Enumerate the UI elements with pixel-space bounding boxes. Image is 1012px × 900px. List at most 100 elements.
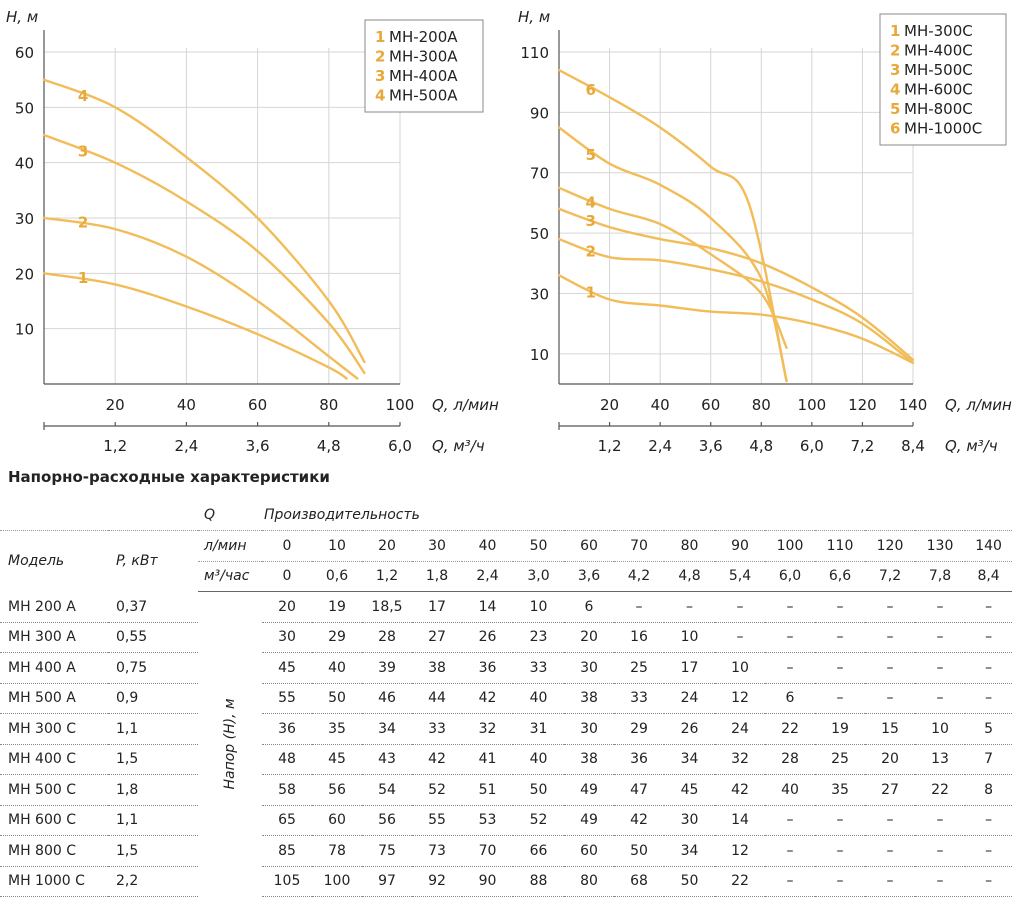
q-m3-cell: 5,4	[715, 561, 765, 592]
value-cell: 12	[715, 683, 765, 714]
value-cell: 34	[664, 744, 715, 775]
header-empty	[108, 500, 198, 531]
header-model: Модель	[8, 553, 65, 570]
value-cell: –	[715, 591, 765, 623]
model-cell: МН 800 С	[0, 835, 108, 867]
value-cell: 22	[915, 774, 965, 806]
value-cell: 90	[462, 866, 513, 897]
value-cell: 32	[715, 744, 765, 775]
value-cell: –	[865, 622, 915, 653]
legend-number: 3	[375, 67, 385, 85]
chart-right: 10 30 50 70 90 110 20 40 60 80 100 120 140 1,2 2,4 3,6 4…	[518, 8, 1012, 455]
x-tick-label: 20	[106, 396, 125, 414]
value-cell: 19	[815, 713, 865, 745]
value-cell: 50	[664, 866, 715, 897]
value-cell: 40	[765, 774, 815, 806]
legend-label: МН-1000С	[904, 120, 982, 138]
value-cell: 27	[865, 774, 915, 806]
value-cell: –	[765, 652, 815, 684]
q-m3-cell: 0,6	[312, 561, 362, 592]
value-cell: 42	[412, 744, 462, 775]
x-tick-label: 80	[319, 396, 338, 414]
value-cell: 75	[362, 835, 412, 867]
value-cell: 31	[513, 713, 564, 745]
value-cell: 27	[412, 622, 462, 653]
y-tick-label: 110	[520, 44, 549, 62]
y-tick-label: 70	[530, 165, 549, 183]
value-cell: 56	[362, 805, 412, 836]
series-label: 3	[585, 212, 595, 230]
y-tick-label: 30	[15, 210, 34, 228]
value-cell: 8	[965, 774, 1012, 806]
y-axis-label: H, м	[518, 8, 550, 26]
value-cell: 51	[462, 774, 513, 806]
q-m3-cell: 8,4	[965, 561, 1012, 592]
value-cell: 29	[312, 622, 362, 653]
model-cell: МН 400 С	[0, 744, 108, 775]
grid	[44, 48, 401, 384]
legend-number: 4	[375, 87, 385, 105]
value-cell: –	[915, 622, 965, 653]
y-tick-label: 10	[15, 321, 34, 339]
header-unit-m3: м³/час	[198, 561, 262, 592]
value-cell: –	[965, 805, 1012, 836]
q-lmin-cell: 10	[312, 530, 362, 562]
value-cell: 22	[765, 713, 815, 745]
q-m3-cell: 0	[262, 561, 312, 592]
model-cell: МН 1000 С	[0, 866, 108, 897]
value-cell: 25	[815, 744, 865, 775]
value-cell: 78	[312, 835, 362, 867]
value-cell: 38	[564, 683, 614, 714]
table-row: МН 400 С 1,5 48 45 43 42 41 40 38 36 34 32 28 25 20 13 7	[0, 744, 1012, 775]
value-cell: 29	[614, 713, 664, 745]
y-tick-label: 90	[530, 104, 549, 122]
value-cell: –	[915, 866, 965, 897]
legend-number: 6	[890, 120, 900, 138]
value-cell: –	[865, 591, 915, 623]
legend-label: МН-300С	[904, 22, 973, 40]
value-cell: 88	[513, 866, 564, 897]
value-cell: 50	[513, 774, 564, 806]
q-m3-cell: 7,8	[915, 561, 965, 592]
x-axis-label: Q, л/мин	[945, 396, 1012, 414]
value-cell: 35	[815, 774, 865, 806]
value-cell: 70	[462, 835, 513, 867]
q-lmin-cell: 80	[664, 530, 715, 562]
value-cell: 36	[614, 744, 664, 775]
value-cell: 53	[462, 805, 513, 836]
value-cell: 92	[412, 866, 462, 897]
x-tick-label: 100	[386, 396, 415, 414]
head-label-cell: Напор (H), м	[198, 592, 262, 897]
series-line	[557, 274, 915, 365]
legend-number: 5	[890, 100, 900, 118]
q-lmin-cell: 0	[262, 530, 312, 562]
value-cell: 48	[262, 744, 312, 775]
value-cell: 38	[564, 744, 614, 775]
series-line	[557, 207, 915, 362]
table-row: МН 600 С 1,1 65 60 56 55 53 52 49 42 30 14– – – – –	[0, 805, 1012, 836]
value-cell: –	[815, 835, 865, 867]
x2-tick-label: 3,6	[699, 437, 723, 455]
legend-label: МН-400С	[904, 42, 973, 60]
power-cell: 1,5	[108, 835, 198, 867]
value-cell: 60	[564, 835, 614, 867]
value-cell: 26	[664, 713, 715, 745]
value-cell: –	[915, 652, 965, 684]
value-cell: 46	[362, 683, 412, 714]
value-cell: 36	[462, 652, 513, 684]
q-m3-cell: 6,6	[815, 561, 865, 592]
value-cell: –	[765, 591, 815, 623]
value-cell: 42	[462, 683, 513, 714]
value-cell: 54	[362, 774, 412, 806]
q-m3-cell: 4,8	[664, 561, 715, 592]
model-cell: МН 600 С	[0, 805, 108, 836]
value-cell: 42	[715, 774, 765, 806]
legend-label: МН-500А	[389, 87, 458, 105]
value-cell: 80	[564, 866, 614, 897]
value-cell: –	[965, 591, 1012, 623]
value-cell: 45	[262, 652, 312, 684]
model-cell: МН 500 С	[0, 774, 108, 806]
value-cell: –	[715, 622, 765, 653]
x-tick-label: 60	[701, 396, 720, 414]
model-cell: МН 200 А	[0, 591, 108, 623]
